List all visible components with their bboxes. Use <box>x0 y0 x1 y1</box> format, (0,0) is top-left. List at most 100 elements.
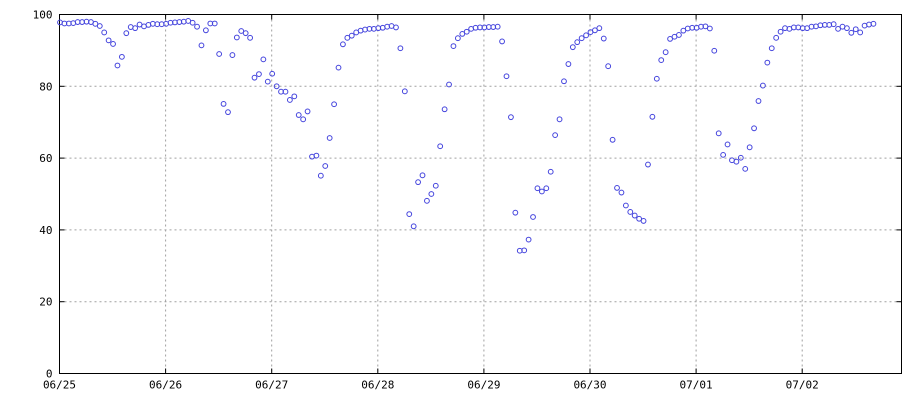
data-point <box>225 109 231 116</box>
data-point <box>269 70 276 77</box>
data-point <box>410 223 417 230</box>
data-point <box>344 34 351 41</box>
data-point <box>543 185 550 192</box>
data-point <box>313 152 320 159</box>
data-point <box>724 141 731 148</box>
data-point <box>101 29 108 36</box>
data-point <box>401 88 408 95</box>
data-point <box>706 25 713 32</box>
x-tick-label: 06/28 <box>361 379 394 392</box>
x-tick-label: 06/29 <box>467 379 500 392</box>
data-point <box>569 44 576 51</box>
data-point <box>463 28 470 35</box>
axis-ticks <box>59 14 902 374</box>
y-tick-label: 40 <box>39 224 52 237</box>
data-point <box>282 88 289 95</box>
data-point <box>454 35 461 42</box>
x-tick-label: 06/27 <box>255 379 288 392</box>
data-point <box>552 132 559 139</box>
data-point <box>649 113 656 120</box>
data-point <box>419 172 426 179</box>
data-point <box>96 23 103 29</box>
data-point <box>194 23 200 30</box>
data-point <box>530 214 536 220</box>
data-point <box>640 218 647 224</box>
data-point <box>600 35 607 42</box>
data-point <box>132 25 139 32</box>
data-point <box>715 130 722 137</box>
data-point <box>565 61 572 67</box>
data-point <box>397 45 404 52</box>
data-point <box>446 81 452 88</box>
data-point <box>123 30 130 37</box>
x-tick-label: 06/26 <box>149 379 182 392</box>
data-point <box>773 34 780 41</box>
data-point <box>92 20 99 27</box>
data-point <box>432 182 439 189</box>
data-point <box>653 75 660 82</box>
data-point <box>286 97 293 103</box>
data-point <box>680 27 687 34</box>
data-point <box>636 215 643 222</box>
data-point <box>760 82 766 89</box>
data-point <box>110 41 116 47</box>
data-point <box>561 78 567 85</box>
data-point <box>437 143 444 150</box>
data-point <box>424 197 430 204</box>
y-tick-label: 80 <box>39 80 52 93</box>
data-point <box>295 112 302 118</box>
data-point <box>751 125 757 132</box>
data-point <box>830 21 837 28</box>
data-point <box>538 188 545 195</box>
data-point <box>105 37 112 44</box>
x-tick-label: 06/25 <box>43 379 76 392</box>
data-point <box>835 25 841 32</box>
data-point <box>304 108 311 115</box>
x-tick-label: 07/01 <box>680 379 713 392</box>
data-point <box>768 45 775 52</box>
data-point <box>348 32 355 39</box>
data-point <box>202 27 209 34</box>
data-point <box>508 114 514 121</box>
data-point <box>742 165 749 172</box>
data-point <box>242 30 249 37</box>
data-point <box>658 57 665 63</box>
data-point <box>857 29 864 36</box>
data-point <box>340 41 346 48</box>
grid-lines <box>59 14 902 374</box>
data-point <box>512 209 519 216</box>
data-point <box>755 98 762 104</box>
data-point <box>459 30 466 37</box>
data-point <box>583 32 589 39</box>
data-point <box>189 19 196 26</box>
data-point <box>114 62 121 69</box>
data-point <box>220 100 227 107</box>
data-point <box>720 151 727 158</box>
data-point <box>198 42 205 49</box>
data-point <box>335 64 342 71</box>
data-point <box>844 25 850 32</box>
data-point <box>216 51 223 57</box>
y-tick-label: 20 <box>39 296 52 309</box>
data-point <box>645 161 651 168</box>
data-point <box>406 211 413 218</box>
data-point <box>711 47 718 54</box>
data-point <box>618 189 625 196</box>
tick-labels: 0 20 40 60 80 100 06/25 06/26 06/27 06/28 06/29 06/… <box>33 9 819 392</box>
data-point <box>415 179 421 186</box>
data-point <box>622 202 629 209</box>
data-point <box>737 154 744 161</box>
x-tick-label: 06/30 <box>573 379 606 392</box>
data-point <box>777 28 784 35</box>
data-point <box>676 32 682 38</box>
data-point <box>592 27 598 34</box>
data-point <box>211 20 218 27</box>
data-point <box>499 38 505 45</box>
data-point <box>609 136 616 143</box>
data-point <box>229 52 236 58</box>
y-tick-label: 60 <box>39 152 52 165</box>
data-point <box>331 101 337 108</box>
data-point <box>326 135 333 141</box>
data-point <box>764 59 771 66</box>
